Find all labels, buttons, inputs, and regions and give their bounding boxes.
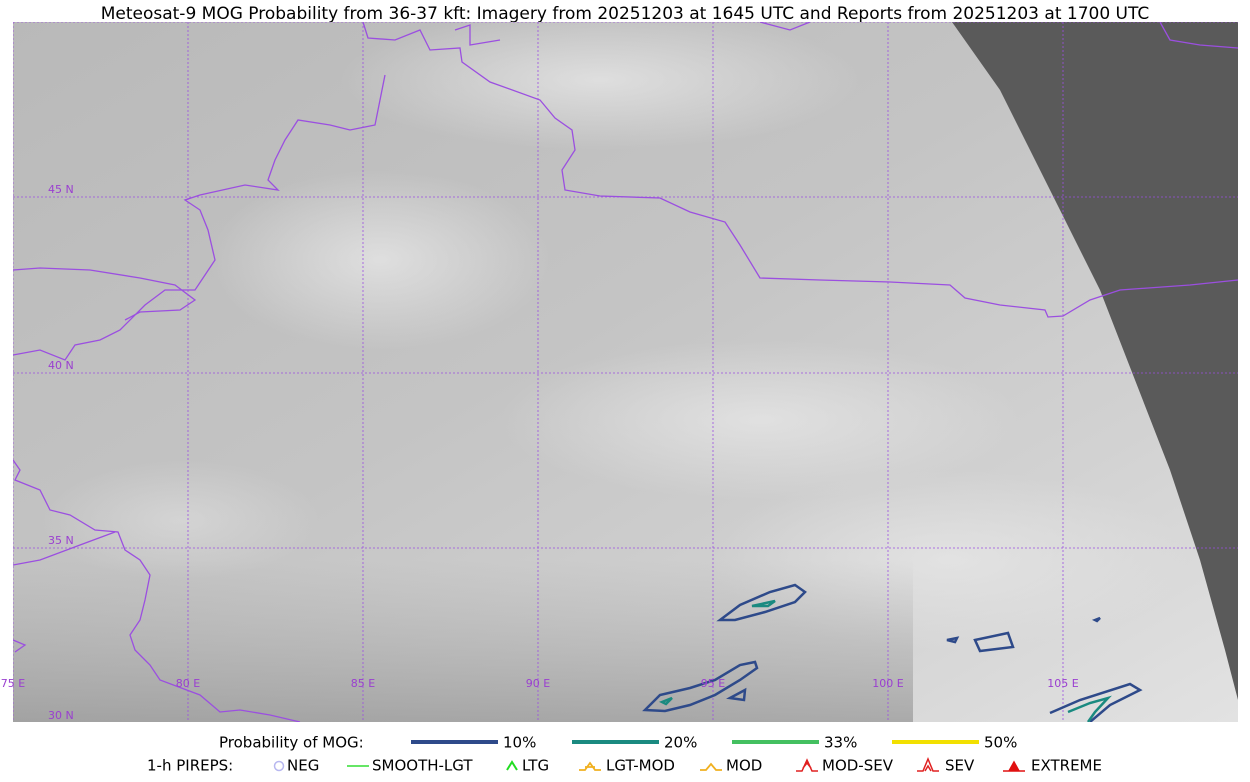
- longitude-label: 105 E: [1047, 677, 1078, 690]
- legend-label: NEG: [287, 757, 319, 775]
- legend: Probability of MOG: 10% 20% 33% 50% 1-h PIREP…: [147, 734, 1102, 775]
- legend-label: LTG: [522, 757, 549, 775]
- latitude-label: 45 N: [48, 183, 74, 196]
- legend-label: 20%: [664, 734, 697, 752]
- longitude-label: 75 E: [1, 677, 25, 690]
- legend-label: 33%: [824, 734, 857, 752]
- latitude-label: 40 N: [48, 359, 74, 372]
- longitude-label: 80 E: [176, 677, 200, 690]
- longitude-label: 85 E: [351, 677, 375, 690]
- no-data-area: [952, 22, 1238, 700]
- longitude-label: 90 E: [526, 677, 550, 690]
- legend-label: 50%: [984, 734, 1017, 752]
- title: Meteosat-9 MOG Probability from 36-37 kf…: [101, 4, 1150, 24]
- legend-title: Probability of MOG:: [219, 734, 364, 752]
- longitude-labels: 75 E 80 E 85 E 90 E 95 E 100 E 105 E: [1, 677, 1079, 690]
- latitude-labels: 45 N 40 N 35 N 30 N: [48, 183, 74, 722]
- latitude-label: 30 N: [48, 709, 74, 722]
- borders: [13, 22, 1238, 722]
- legend-label: SEV: [945, 757, 975, 775]
- legend-icon: [917, 757, 939, 772]
- longitude-label: 100 E: [872, 677, 903, 690]
- legend-icon: [796, 758, 818, 772]
- legend-label: LGT-MOD: [606, 757, 675, 775]
- legend-label: SMOOTH-LGT: [372, 757, 473, 775]
- legend-icon: [273, 760, 285, 772]
- legend-title: 1-h PIREPS:: [147, 757, 233, 775]
- map: [13, 22, 1238, 722]
- legend-icon: [506, 760, 518, 771]
- legend-label: 10%: [503, 734, 536, 752]
- legend-label: MOD-SEV: [822, 757, 894, 775]
- longitude-label: 95 E: [701, 677, 725, 690]
- mog-contours: [642, 583, 1143, 722]
- legend-icon: [700, 762, 722, 771]
- legend-icon: [579, 761, 601, 771]
- legend-label: MOD: [726, 757, 762, 775]
- legend-icon: [1003, 760, 1025, 772]
- legend-label: EXTREME: [1031, 757, 1102, 775]
- grid-lines: [13, 22, 1238, 722]
- latitude-label: 35 N: [48, 534, 74, 547]
